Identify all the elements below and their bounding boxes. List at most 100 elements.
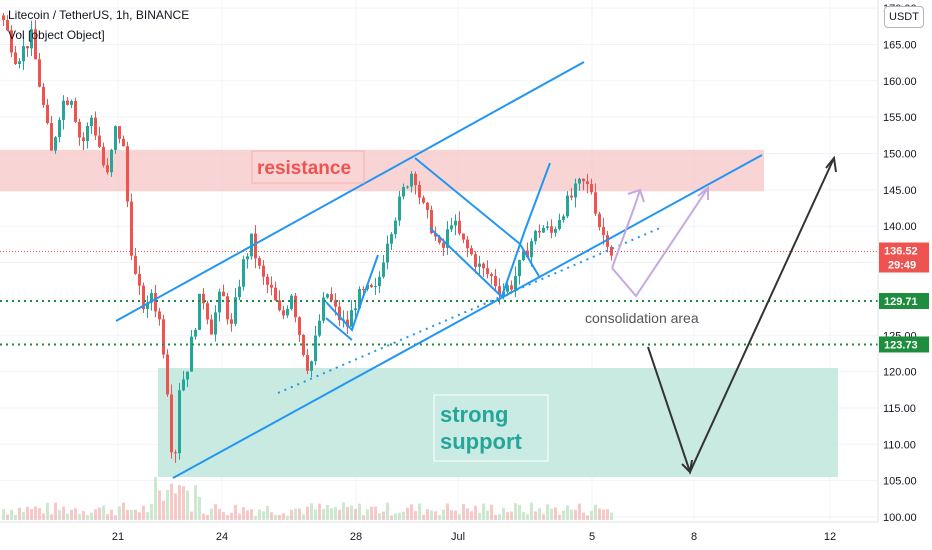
volume-bar: [218, 509, 221, 520]
volume-bar: [58, 510, 61, 520]
candle-body: [210, 319, 213, 335]
volume-bar: [466, 508, 469, 520]
volume-bar: [238, 513, 241, 520]
volume-bar: [170, 483, 173, 520]
candle-body: [594, 192, 597, 214]
candle-body: [574, 183, 577, 198]
volume-bar: [66, 513, 69, 520]
volume-bar: [386, 502, 389, 520]
volume-bar: [598, 508, 601, 520]
volume-bar: [442, 509, 445, 520]
volume-bar: [158, 490, 161, 520]
volume-bar: [266, 505, 269, 520]
candle-body: [2, 15, 5, 21]
x-tick-label: 28: [350, 531, 362, 543]
candle-body: [494, 276, 497, 287]
candle-body: [590, 184, 593, 193]
volume-bar: [6, 514, 9, 520]
consolidation-label: consolidation area: [585, 310, 699, 326]
volume-bar: [82, 511, 85, 520]
volume-bar: [418, 503, 421, 520]
volume-bar: [274, 514, 277, 520]
volume-bar: [366, 509, 369, 520]
channel-upper-line: [115, 61, 585, 322]
x-tick-label: 12: [824, 531, 836, 543]
volume-label: Vol [object Object]: [8, 28, 105, 42]
candle-body: [150, 293, 153, 303]
volume-bar: [530, 502, 533, 520]
candle-body: [266, 276, 269, 285]
currency-button[interactable]: USDT: [884, 6, 924, 28]
volume-bar: [310, 503, 313, 520]
volume-bar: [446, 503, 449, 520]
candle-body: [606, 235, 609, 247]
volume-bar: [186, 490, 189, 520]
price-badge-value-2: 129.71: [884, 296, 918, 308]
volume-bar: [210, 508, 213, 520]
candle-body: [234, 297, 237, 324]
volume-bar: [610, 512, 613, 520]
candle-body: [146, 302, 149, 310]
x-tick-label: 21: [112, 531, 124, 543]
volume-bar: [178, 485, 181, 520]
volume-bar: [278, 514, 281, 520]
volume-bar: [510, 511, 513, 520]
candle-body: [194, 329, 197, 337]
candle-body: [274, 287, 277, 301]
volume-bar: [518, 504, 521, 520]
candle-body: [6, 20, 9, 31]
volume-bar: [190, 511, 193, 520]
volume-bar: [326, 504, 329, 520]
candle-body: [70, 101, 73, 105]
volume-bar: [318, 503, 321, 520]
volume-bar: [46, 502, 49, 520]
volume-bar: [18, 507, 21, 520]
volume-bar: [282, 513, 285, 520]
volume-bar: [346, 506, 349, 520]
volume-bar: [478, 512, 481, 520]
volume-bar: [2, 509, 5, 520]
candle-body: [598, 213, 601, 228]
candle-body: [562, 216, 565, 220]
volume-bar: [350, 505, 353, 520]
volume-bar: [378, 513, 381, 520]
candle-body: [198, 293, 201, 330]
volume-bar: [398, 512, 401, 520]
volume-bar: [146, 512, 149, 520]
small-flag-lower: [325, 317, 353, 341]
candle-body: [386, 243, 389, 263]
candle-body: [486, 268, 489, 275]
candle-body: [30, 29, 33, 49]
candle-body: [106, 165, 109, 173]
candle-body: [134, 255, 137, 274]
candle-body: [114, 126, 117, 150]
volume-bar: [114, 515, 117, 520]
candle-body: [346, 319, 349, 327]
volume-bar: [50, 514, 53, 520]
candle-body: [214, 312, 217, 335]
volume-bar: [26, 506, 29, 520]
candle-body: [542, 227, 545, 233]
candle-body: [74, 101, 77, 122]
y-tick-label: 120.00: [883, 367, 917, 379]
candle-body: [414, 173, 417, 186]
y-tick-label: 105.00: [883, 476, 917, 488]
candles: [2, 13, 613, 463]
candle-body: [362, 288, 365, 290]
volume-bar: [306, 506, 309, 520]
volume-bar: [514, 503, 517, 520]
candle-body: [390, 234, 393, 244]
candle-body: [230, 319, 233, 324]
candle-body: [110, 149, 113, 173]
candle-body: [82, 137, 85, 142]
volume-bar: [558, 514, 561, 520]
x-tick-label: 8: [691, 531, 697, 543]
candle-body: [310, 361, 313, 371]
resistance-zone: [0, 149, 764, 192]
volume-bar: [226, 515, 229, 520]
support-label-line1: strong: [440, 402, 508, 427]
volume-bar: [506, 512, 509, 520]
y-tick-label: 100.00: [883, 512, 917, 524]
